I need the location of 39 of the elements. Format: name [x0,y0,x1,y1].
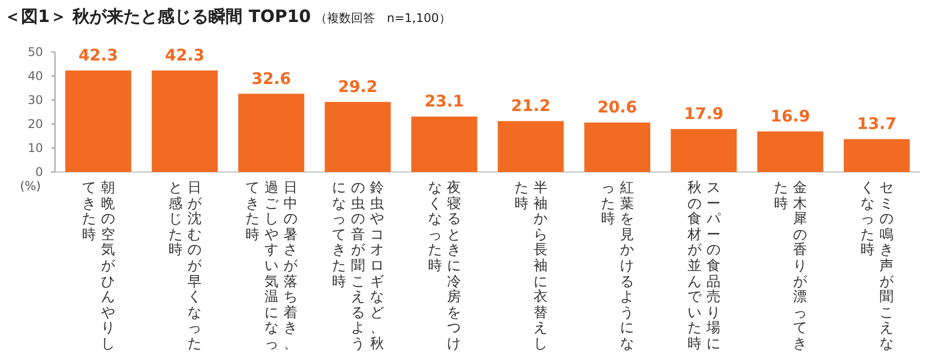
bar [498,121,564,172]
data-label: 42.3 [165,45,204,64]
category-label: 紅葉を見かけるようになった時 [600,180,634,352]
data-label: 21.2 [511,96,550,116]
chart-subtitle: （複数回答 n=1,100） [314,11,451,25]
bar [670,129,737,172]
data-label: 17.9 [684,104,724,124]
data-label: 13.7 [857,114,896,134]
bar [411,116,478,172]
chart-title: ＜図1＞ 秋が来たと感じる瞬間 TOP10 [4,7,311,27]
y-axis-title: (%) [20,179,41,193]
y-tick-label: 30 [28,93,43,107]
category-label: 鈴虫やコオロギなど、秋の虫の音が聞こえるようになってきた時 [332,180,384,352]
y-tick-label: 40 [28,69,43,83]
data-label: 42.3 [78,45,118,64]
y-tick-label: 50 [28,45,43,59]
bar [238,94,304,172]
category-label: スーパーの食品売り場に秋の食材が並んでいた時 [687,180,720,352]
bar [324,102,391,172]
category-label: 朝晩の空気がひんやりしてきた時 [82,180,115,352]
category-label: 夜寝るときに冷房をつけなくなった時 [428,180,461,352]
y-tick-label: 20 [28,117,43,131]
category-label: 金木犀の香りが漂ってきた時 [774,180,807,352]
category-label: 日が沈むのが早くなったと感じた時 [168,180,202,352]
bar [584,122,650,172]
data-label: 32.6 [252,68,291,88]
bar [757,131,824,172]
bar [152,70,218,172]
y-tick-label: 0 [35,165,43,179]
data-label: 29.2 [338,76,378,96]
bar [844,139,910,172]
category-label: 日中の暑さが落ち着き、過ごしやすい気温になってきた時 [245,180,298,352]
data-label: 20.6 [598,98,637,117]
data-label: 16.9 [770,106,810,126]
bar [65,70,132,172]
y-tick-label: 10 [28,141,43,155]
data-label: 23.1 [424,92,464,111]
category-label: セミの鳴き声が聞こえなくなった時 [860,180,894,352]
category-label: 半袖から長袖に衣替えした時 [514,180,548,352]
